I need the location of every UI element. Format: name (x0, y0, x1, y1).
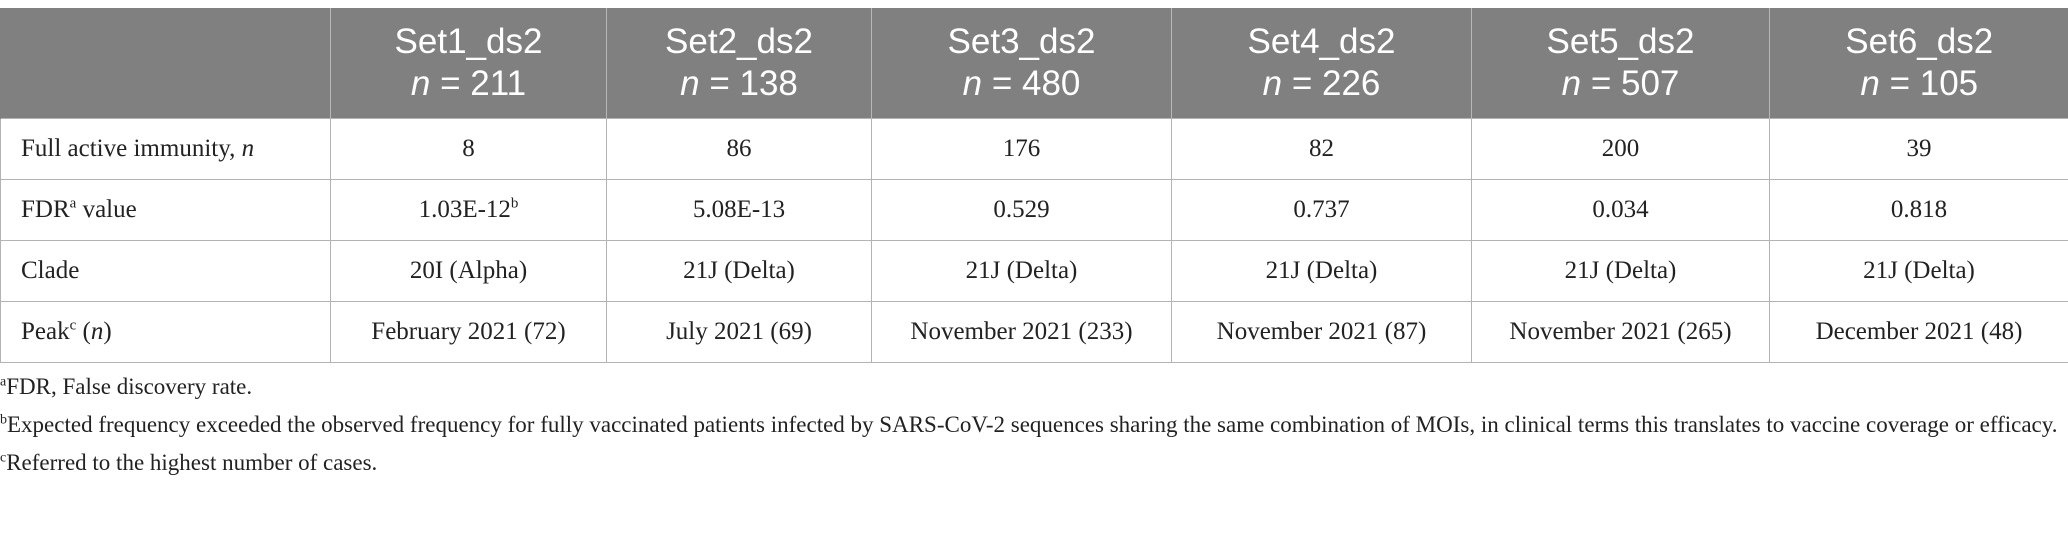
table-cell: 21J (Delta) (1171, 239, 1472, 302)
table-body: Full active immunity, n 8 86 176 82 200 … (0, 117, 2068, 363)
n-symbol: n (1860, 63, 1880, 103)
column-count: n = 105 (1770, 63, 2068, 105)
n-value: = 507 (1590, 63, 1680, 103)
n-symbol: n (962, 63, 983, 103)
table-cell: 39 (1769, 117, 2068, 180)
table-cell: November 2021 (87) (1171, 300, 1472, 363)
table-cell: February 2021 (72) (330, 300, 607, 363)
table-cell: 5.08E-13 (606, 178, 872, 241)
footnote-b: bExpected frequency exceeded the observe… (0, 406, 2068, 444)
footnote-c: cReferred to the highest number of cases… (0, 444, 2068, 482)
footnote-text: Expected frequency exceeded the observed… (7, 412, 2058, 437)
table-cell: November 2021 (265) (1471, 300, 1770, 363)
row-label-close: ) (103, 317, 112, 345)
n-value: = 138 (709, 63, 798, 103)
column-header-set3: Set3_ds2 n = 480 (871, 8, 1172, 118)
header-corner-cell (0, 8, 331, 118)
column-header-set6: Set6_ds2 n = 105 (1769, 8, 2068, 118)
n-symbol: n (410, 63, 431, 103)
column-name: Set2_ds2 (665, 21, 813, 61)
footnote-marker: b (510, 195, 519, 212)
table-cell: November 2021 (233) (871, 300, 1172, 363)
table-cell: 1.03E-12b (330, 178, 607, 241)
header-row: Set1_ds2 n = 211 Set2_ds2 n = 138 Set3_d… (0, 8, 2068, 118)
column-name: Set1_ds2 (394, 21, 543, 61)
table-cell: 82 (1171, 117, 1472, 180)
footnote-marker: b (0, 412, 7, 428)
row-label-rest: value (76, 195, 137, 223)
column-header-set4: Set4_ds2 n = 226 (1171, 8, 1472, 118)
cell-value: 1.03E-12 (418, 195, 511, 223)
table-cell: 0.818 (1769, 178, 2068, 241)
column-name: Set4_ds2 (1247, 21, 1396, 61)
results-table: Set1_ds2 n = 211 Set2_ds2 n = 138 Set3_d… (0, 8, 2068, 363)
row-label-text: Full active immunity, (21, 134, 242, 162)
table-cell: 21J (Delta) (1471, 239, 1770, 302)
footnote-text: Referred to the highest number of cases. (6, 450, 378, 475)
n-value: = 226 (1291, 63, 1381, 103)
column-count: n = 211 (331, 63, 606, 105)
row-label-italic: n (241, 134, 255, 162)
table-cell: December 2021 (48) (1769, 300, 2068, 363)
table-footnotes: aFDR, False discovery rate. bExpected fr… (0, 368, 2068, 482)
table-header: Set1_ds2 n = 211 Set2_ds2 n = 138 Set3_d… (0, 8, 2068, 118)
table-cell: 0.737 (1171, 178, 1472, 241)
table-cell: 200 (1471, 117, 1770, 180)
row-label: Full active immunity, n (0, 117, 331, 180)
row-label-text: Peak (21, 317, 70, 345)
row-peak: Peakc (n) February 2021 (72) July 2021 (… (0, 300, 2068, 363)
table-cell: July 2021 (69) (606, 300, 872, 363)
column-count: n = 507 (1472, 63, 1769, 105)
row-label: Peakc (n) (0, 300, 331, 363)
footnote-text: FDR, False discovery rate. (6, 374, 253, 399)
column-count: n = 226 (1172, 63, 1471, 105)
column-name: Set3_ds2 (947, 21, 1096, 61)
column-name: Set6_ds2 (1845, 21, 1994, 61)
footnote-marker: c (0, 450, 7, 466)
n-value: = 211 (440, 63, 527, 103)
footnote-marker: a (69, 195, 77, 212)
footnote-marker: c (69, 317, 77, 334)
row-label-rest: ( (76, 317, 91, 345)
footnote-marker: a (0, 374, 7, 390)
table-cell: 0.529 (871, 178, 1172, 241)
row-label: Clade (0, 239, 331, 302)
n-symbol: n (680, 63, 700, 103)
column-name: Set5_ds2 (1546, 21, 1695, 61)
column-count: n = 480 (872, 63, 1171, 105)
column-count: n = 138 (607, 63, 871, 105)
table-cell: 21J (Delta) (606, 239, 872, 302)
table-cell: 0.034 (1471, 178, 1770, 241)
table-container: Set1_ds2 n = 211 Set2_ds2 n = 138 Set3_d… (0, 8, 2068, 363)
row-clade: Clade 20I (Alpha) 21J (Delta) 21J (Delta… (0, 239, 2068, 302)
footnote-a: aFDR, False discovery rate. (0, 368, 2068, 406)
column-header-set2: Set2_ds2 n = 138 (606, 8, 872, 118)
column-header-set1: Set1_ds2 n = 211 (330, 8, 607, 118)
row-fdr-value: FDRa value 1.03E-12b 5.08E-13 0.529 0.73… (0, 178, 2068, 241)
table-cell: 21J (Delta) (871, 239, 1172, 302)
row-label-text: FDR (21, 195, 70, 223)
n-value: = 105 (1889, 63, 1979, 103)
table-cell: 20I (Alpha) (330, 239, 607, 302)
table-cell: 21J (Delta) (1769, 239, 2068, 302)
n-value: = 480 (991, 63, 1081, 103)
table-cell: 176 (871, 117, 1172, 180)
n-symbol: n (1262, 63, 1283, 103)
row-label-italic: n (90, 317, 104, 345)
n-symbol: n (1561, 63, 1582, 103)
column-header-set5: Set5_ds2 n = 507 (1471, 8, 1770, 118)
table-cell: 86 (606, 117, 872, 180)
row-label: FDRa value (0, 178, 331, 241)
row-full-active-immunity: Full active immunity, n 8 86 176 82 200 … (0, 117, 2068, 180)
table-cell: 8 (330, 117, 607, 180)
